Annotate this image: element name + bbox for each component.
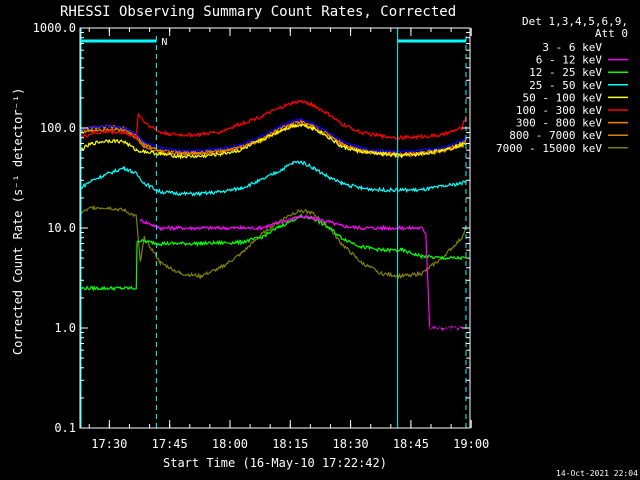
legend-label-4: 50 - 100 keV [523,91,603,104]
x-tick-label-0: 17:30 [91,437,127,451]
x-tick-label-3: 18:15 [272,437,308,451]
chart-title: RHESSI Observing Summary Count Rates, Co… [60,4,456,20]
legend-label-8: 7000 - 15000 keV [496,142,602,155]
series-line-2 [79,212,467,292]
series-line-3 [79,160,467,197]
series-layer [79,99,467,332]
legend-label-0: 3 - 6 keV [542,41,602,54]
series-line-blue [79,117,467,154]
y-tick-label-3: 1.0 [54,321,76,335]
legend-label-7: 800 - 7000 keV [509,129,602,142]
night-label: N [161,37,167,48]
legend-header-line-1: Det 1,3,4,5,6,9, [522,15,628,28]
y-tick-label-2: 10.0 [47,221,76,235]
series-line-4 [79,122,467,160]
y-tick-label-0: 1000.0 [33,21,76,35]
y-tick-label-4: 0.1 [54,421,76,435]
legend-label-1: 6 - 12 keV [536,54,603,67]
legend-label-2: 12 - 25 keV [529,66,602,79]
series-line-0 [139,271,463,332]
y-tick-label-1: 100.0 [40,121,76,135]
legend-label-3: 25 - 50 keV [529,79,602,92]
legend-label-6: 300 - 800 keV [516,117,602,130]
x-tick-label-4: 18:30 [333,437,369,451]
series-line-1 [139,214,463,332]
x-tick-label-5: 18:45 [393,437,429,451]
y-axis-label: Corrected Count Rate (s⁻¹ detector⁻¹) [11,88,25,355]
x-axis-label: Start Time (16-May-10 17:22:42) [163,456,387,470]
footer-date: 14-Oct-2021 22:04 [556,469,638,478]
legend-label-5: 100 - 300 keV [516,104,602,117]
legend-header-line-2: Att 0 [595,27,628,40]
x-tick-label-2: 18:00 [212,437,248,451]
x-tick-label-6: 19:00 [453,437,489,451]
series-line-5 [79,99,467,141]
marker-layer: N [80,28,467,428]
series-line-8 [79,204,467,280]
axis-layer: 1000.0 100.0 10.0 1.0 0.1 17:30 17:45 18:00 18:1… [33,21,490,451]
x-tick-label-1: 17:45 [152,437,188,451]
